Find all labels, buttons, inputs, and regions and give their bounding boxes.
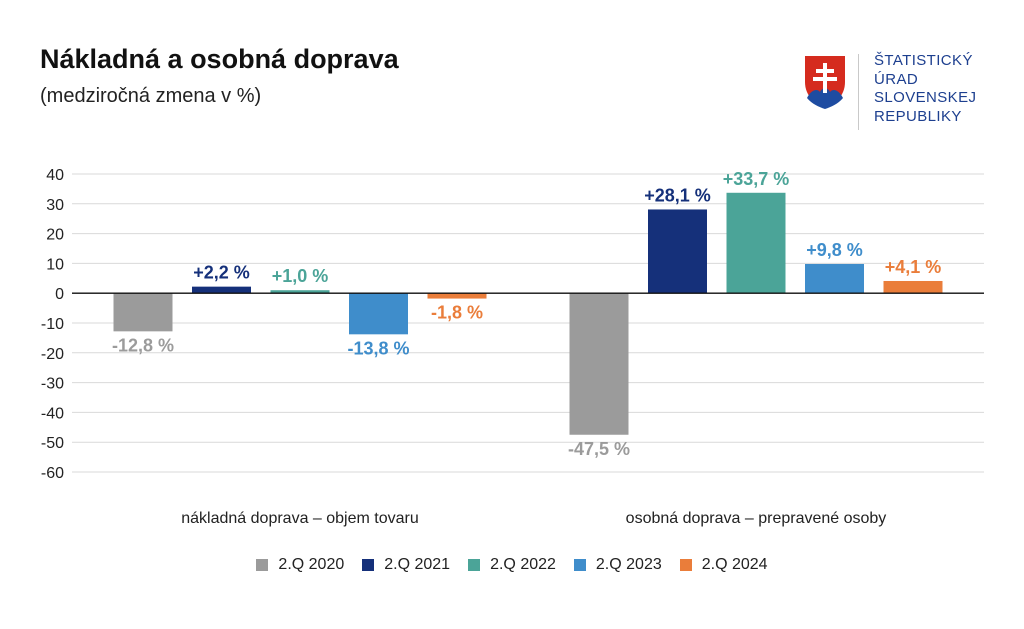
- legend-label: 2.Q 2021: [384, 556, 451, 573]
- data-label: +9,8 %: [806, 240, 863, 260]
- logo-line-2: ÚRAD: [874, 70, 919, 88]
- legend: 2.Q 2020 2.Q 2021 2.Q 2022 2.Q 2023 2.Q 2024: [0, 556, 1024, 574]
- data-label: +2,2 %: [193, 263, 250, 283]
- chart-subtitle: (medziročná zmena v %): [40, 85, 262, 107]
- data-label: +33,7 %: [723, 169, 790, 189]
- data-label: -1,8 %: [431, 303, 483, 323]
- legend-item: 2.Q 2020: [256, 556, 344, 574]
- logo-line-1: ŠTATISTICKÝ: [874, 52, 973, 69]
- logo-divider: [858, 54, 859, 130]
- slovak-coat-of-arms-icon: [805, 56, 845, 109]
- legend-swatch: [362, 559, 375, 571]
- legend-label: 2.Q 2024: [701, 556, 768, 573]
- chart-title: Nákladná a osobná doprava: [40, 44, 399, 74]
- y-tick-label: 10: [46, 256, 64, 273]
- y-tick-label: 30: [46, 197, 64, 214]
- data-label: -12,8 %: [112, 335, 174, 355]
- bar: [648, 209, 707, 294]
- legend-item: 2.Q 2021: [362, 556, 450, 574]
- category-label: nákladná doprava – objem tovaru: [181, 510, 419, 527]
- bar: [726, 192, 786, 294]
- bar-chart: 40 30 20 10 0 -10 -20 -30 -40 -50 -60 -12,8 % -47,5 …: [41, 167, 984, 527]
- legend-label: 2.Q 2023: [595, 556, 662, 573]
- y-tick-label: -20: [41, 346, 64, 363]
- data-label: +1,0 %: [272, 266, 329, 286]
- legend-swatch: [573, 559, 586, 571]
- bar: [883, 280, 943, 294]
- bar: [270, 290, 330, 294]
- data-label: -47,5 %: [568, 439, 630, 459]
- legend-item: 2.Q 2023: [573, 556, 662, 574]
- bar: [113, 293, 173, 332]
- y-tick-label: -10: [41, 316, 64, 333]
- bar: [349, 293, 408, 335]
- bar: [427, 293, 487, 299]
- y-tick-label: -40: [41, 405, 64, 422]
- legend-item: 2.Q 2022: [468, 556, 556, 574]
- y-tick-label: 40: [46, 167, 64, 184]
- y-tick-label: -30: [41, 376, 64, 393]
- bar: [805, 263, 864, 294]
- data-label: -13,8 %: [347, 338, 409, 358]
- bar: [569, 293, 629, 435]
- y-tick-label: 20: [46, 227, 64, 244]
- logo-line-3: SLOVENSKEJ: [874, 89, 977, 106]
- legend-swatch: [256, 559, 269, 571]
- bar: [192, 286, 251, 294]
- category-label: osobná doprava – prepravené osoby: [626, 510, 887, 527]
- data-label: +28,1 %: [644, 185, 711, 205]
- logo: ŠTATISTICKÝ ÚRAD SLOVENSKEJ REPUBLIKY: [803, 52, 993, 132]
- y-tick-label: -60: [41, 465, 64, 482]
- legend-label: 2.Q 2020: [278, 556, 345, 573]
- data-label: +4,1 %: [885, 257, 942, 277]
- legend-label: 2.Q 2022: [490, 556, 556, 573]
- legend-swatch: [468, 559, 481, 571]
- legend-item: 2.Q 2024: [679, 556, 768, 574]
- legend-swatch: [679, 559, 692, 571]
- y-tick-label: -50: [41, 435, 64, 452]
- logo-text: ŠTATISTICKÝ ÚRAD SLOVENSKEJ REPUBLIKY: [874, 52, 976, 126]
- y-tick-label: 0: [55, 286, 64, 303]
- logo-line-4: REPUBLIKY: [874, 107, 962, 125]
